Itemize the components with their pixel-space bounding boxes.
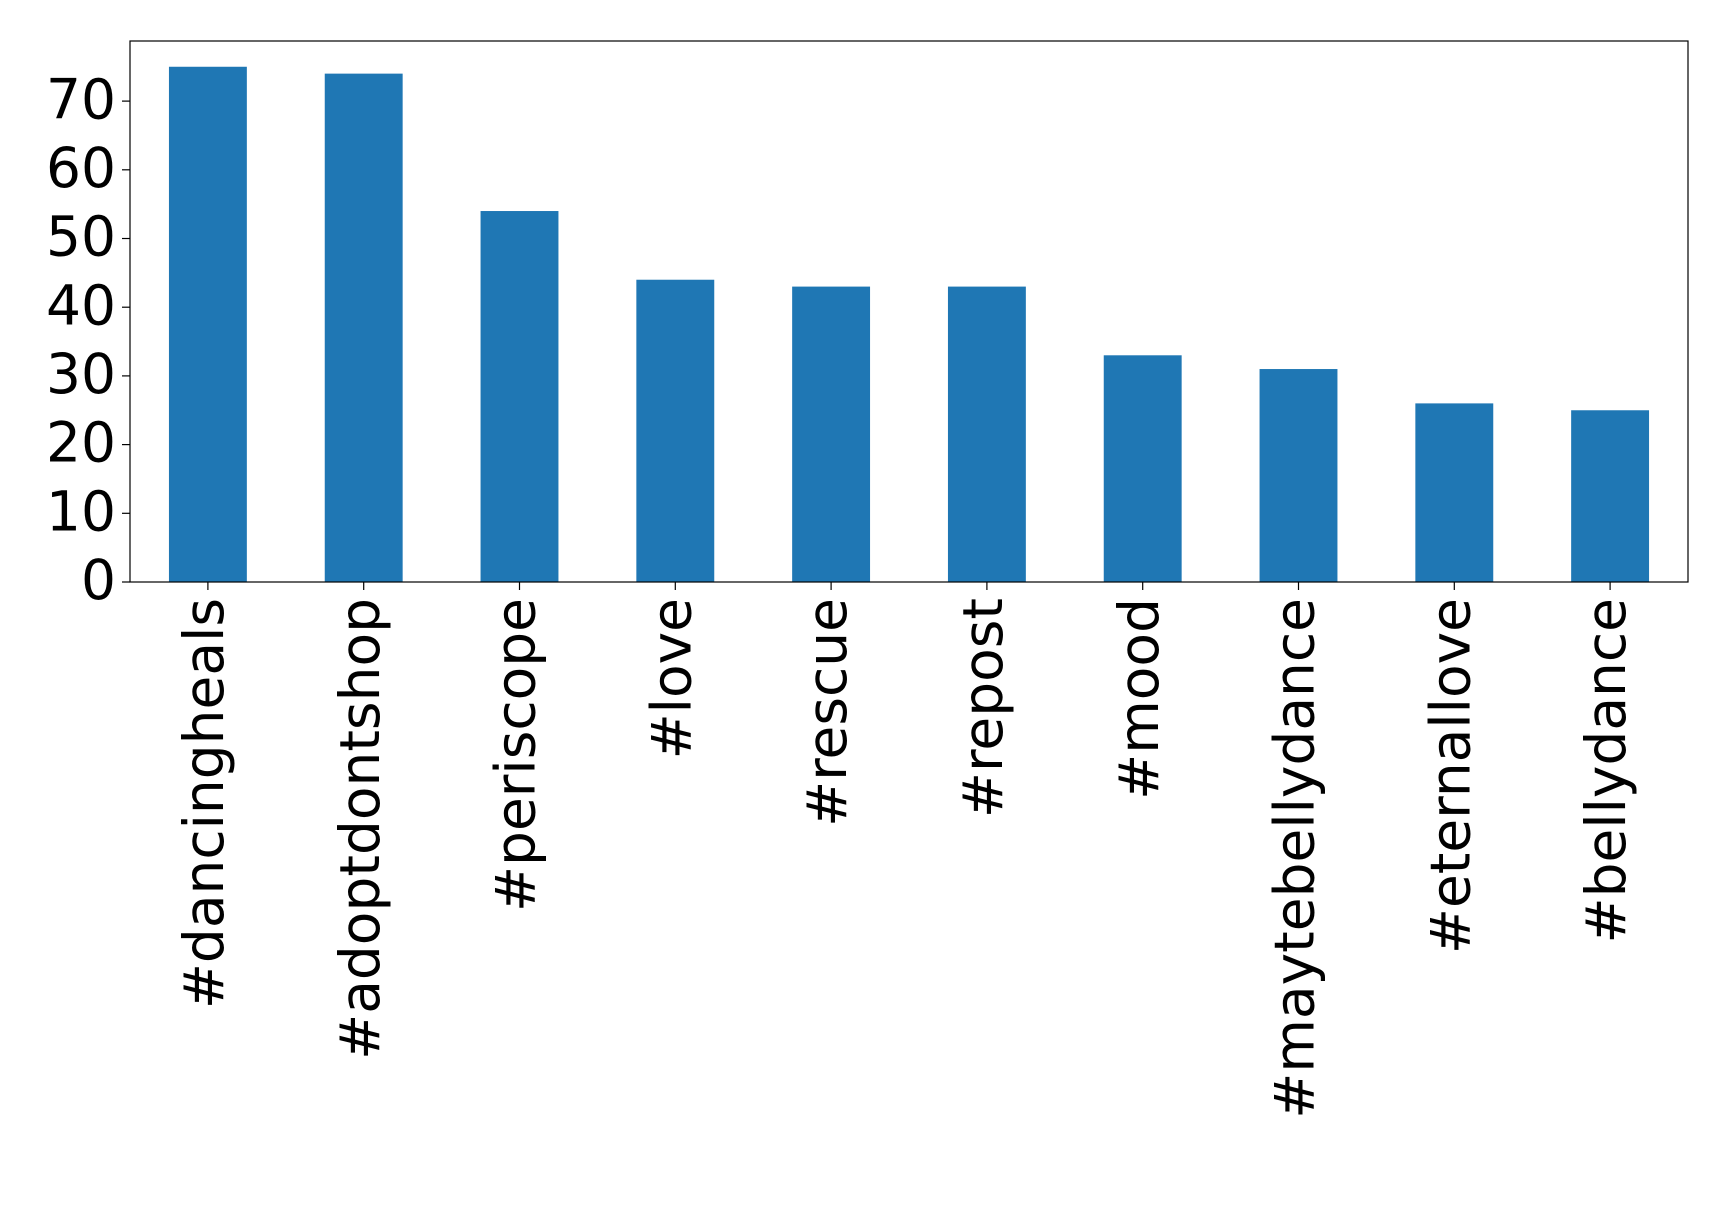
bar <box>168 66 247 582</box>
x-tick-label: #bellydance <box>1574 598 1638 944</box>
x-tick-label: #mood <box>1107 598 1171 800</box>
y-tick-label: 30 <box>46 342 116 406</box>
plot-frame <box>129 40 1689 583</box>
bar <box>636 279 715 582</box>
y-tick-label: 40 <box>46 273 116 337</box>
x-tick-label: #periscope <box>484 598 548 912</box>
x-tick-label: #rescue <box>795 598 859 827</box>
bar <box>947 286 1026 582</box>
bar <box>480 211 559 582</box>
y-tick-label: 60 <box>46 136 116 200</box>
x-tick-label: #adoptdontshop <box>328 598 392 1060</box>
x-tick-label: #dancingheals <box>172 598 236 1009</box>
bar <box>1259 369 1338 582</box>
bar <box>1415 403 1494 582</box>
bar <box>792 286 871 582</box>
x-tick-label: #repost <box>951 598 1015 818</box>
y-tick-label: 20 <box>46 411 116 475</box>
y-tick-label: 70 <box>46 67 116 131</box>
x-tick-label: #love <box>639 598 703 759</box>
y-tick-label: 50 <box>46 205 116 269</box>
bar <box>324 73 403 582</box>
y-tick-label: 10 <box>46 479 116 543</box>
bar <box>1103 355 1182 582</box>
bar <box>1571 410 1650 582</box>
y-tick-label: 0 <box>81 548 116 612</box>
x-tick-label: #maytebellydance <box>1263 598 1327 1119</box>
x-tick-label: #eternallove <box>1418 598 1482 954</box>
